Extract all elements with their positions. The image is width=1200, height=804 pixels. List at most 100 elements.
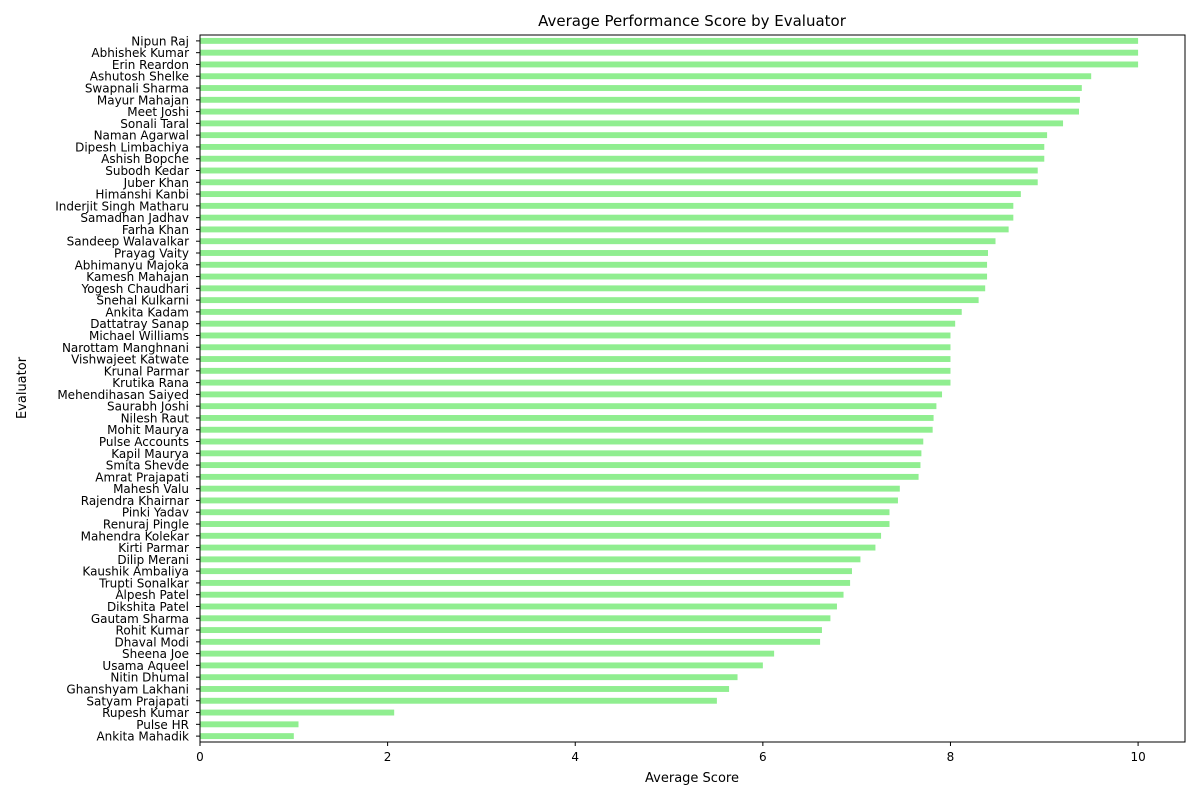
bar xyxy=(200,285,986,292)
x-tick-label: 4 xyxy=(571,750,579,764)
bar xyxy=(200,438,924,445)
y-tick-label: Kirti Parmar xyxy=(118,541,189,555)
bar xyxy=(200,132,1048,139)
bar xyxy=(200,332,951,339)
bar xyxy=(200,627,822,634)
bar xyxy=(200,426,933,433)
y-tick-label: Krunal Parmar xyxy=(104,364,189,378)
bar xyxy=(200,709,395,716)
y-tick-label: Mayur Mahajan xyxy=(97,93,189,107)
y-tick-label: Gautam Sharma xyxy=(91,612,189,626)
y-tick-label: Vishwajeet Katwate xyxy=(71,353,189,367)
y-tick-label: Snehal Kulkarni xyxy=(96,294,189,308)
bar xyxy=(200,96,1080,103)
x-tick-label: 2 xyxy=(384,750,392,764)
y-axis-label: Evaluator xyxy=(15,356,30,419)
bar xyxy=(200,544,876,551)
bar xyxy=(200,297,979,304)
y-tick-label: Ankita Kadam xyxy=(105,305,189,319)
bars-layer xyxy=(200,37,1139,740)
y-tick-label: Abhimanyu Majoka xyxy=(75,258,189,272)
bar xyxy=(200,485,900,492)
y-tick-label: Yogesh Chaudhari xyxy=(80,282,189,296)
y-tick-label: Sonali Taral xyxy=(120,117,189,131)
bar xyxy=(200,37,1139,44)
y-tick-label: Ghanshyam Lakhani xyxy=(66,682,189,696)
x-axis-label: Average Score xyxy=(645,771,739,786)
bar xyxy=(200,591,844,598)
y-tick-label: Dattatray Sanap xyxy=(90,317,189,331)
y-tick-label: Smita Shevde xyxy=(106,459,189,473)
y-tick-label: Rohit Kumar xyxy=(116,624,190,638)
bar xyxy=(200,191,1021,198)
bar xyxy=(200,497,898,504)
y-tick-label: Samadhan Jadhav xyxy=(80,211,189,225)
bar xyxy=(200,120,1064,127)
y-tick-label: Juber Khan xyxy=(123,176,189,190)
bar xyxy=(200,568,852,575)
bar xyxy=(200,308,962,315)
bar xyxy=(200,462,921,469)
y-tick-label: Renuraj Pingle xyxy=(103,518,189,532)
bar xyxy=(200,391,943,398)
y-tick-label: Ashish Bopche xyxy=(101,152,189,166)
y-tick-label: Alpesh Patel xyxy=(115,588,189,602)
bar xyxy=(200,320,956,327)
bar xyxy=(200,662,763,669)
bar xyxy=(200,556,861,563)
y-tick-label: Ankita Mahadik xyxy=(96,730,189,744)
bar xyxy=(200,521,890,527)
y-tick-label: Swapnali Sharma xyxy=(85,82,189,96)
bar xyxy=(200,250,988,256)
bar xyxy=(200,532,882,539)
y-tick-label: Satyam Prajapati xyxy=(86,694,189,708)
bar xyxy=(200,509,890,516)
bar xyxy=(200,603,837,610)
bar xyxy=(200,379,951,386)
bar xyxy=(200,356,951,362)
y-tick-label: Amrat Prajapati xyxy=(95,470,189,484)
chart-title: Average Performance Score by Evaluator xyxy=(538,12,847,30)
bar xyxy=(200,674,738,681)
bar xyxy=(200,579,851,586)
bar xyxy=(200,238,996,245)
x-tick-label: 10 xyxy=(1130,750,1145,764)
x-tick-label: 8 xyxy=(947,750,955,764)
y-tick-label: Dilip Merani xyxy=(117,553,189,567)
plot-frame xyxy=(199,34,1186,743)
y-tick-label: Mohit Maurya xyxy=(107,423,189,437)
y-tick-label: Rajendra Khairnar xyxy=(81,494,189,508)
y-tick-label: Sheena Joe xyxy=(122,647,189,661)
y-tick-label: Pulse HR xyxy=(136,718,189,732)
bar xyxy=(200,697,717,704)
bar xyxy=(200,638,821,645)
bar xyxy=(200,85,1082,91)
y-tick-label: Himanshi Kanbi xyxy=(95,188,189,202)
x-tick-labels: 0 2 4 6 8 10 xyxy=(196,742,1146,764)
y-tick-label: Usama Aqueel xyxy=(102,659,189,673)
bar xyxy=(200,686,730,692)
bar xyxy=(200,273,988,280)
y-tick-label: Nipun Raj xyxy=(131,34,189,48)
y-tick-label: Dhaval Modi xyxy=(115,635,189,649)
y-tick-label: Meet Joshi xyxy=(127,105,189,119)
y-tick-label: Dikshita Patel xyxy=(107,600,189,614)
bar xyxy=(200,214,1014,221)
bar xyxy=(200,73,1092,80)
y-tick-label: Mahesh Valu xyxy=(113,482,189,496)
bar xyxy=(200,344,951,351)
bar xyxy=(200,108,1079,115)
y-tick-label: Sandeep Walavalkar xyxy=(67,235,189,249)
y-tick-label: Subodh Kedar xyxy=(105,164,189,178)
y-tick-label: Erin Reardon xyxy=(112,58,189,72)
y-tick-label: Kapil Maurya xyxy=(111,447,189,461)
bar xyxy=(200,415,934,421)
y-tick-label: Prayag Vaity xyxy=(114,246,189,260)
bar xyxy=(200,615,831,622)
bar xyxy=(200,721,299,728)
bar xyxy=(200,650,775,657)
y-tick-label: Mahendra Kolekar xyxy=(81,529,189,543)
bar xyxy=(200,226,1009,233)
